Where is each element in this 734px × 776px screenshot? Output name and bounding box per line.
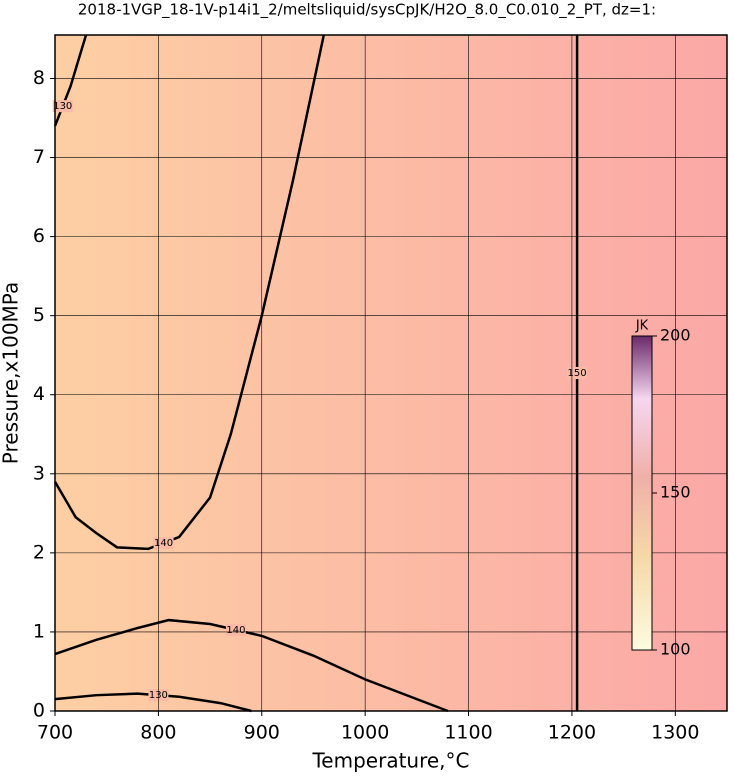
x-tick-label: 1100	[444, 722, 492, 744]
x-tick-label: 1300	[651, 722, 699, 744]
y-tick-label: 4	[33, 383, 45, 405]
y-tick-label: 7	[33, 146, 45, 168]
y-axis-title: Pressure,x100MPa	[0, 282, 23, 464]
x-tick-label: 900	[244, 722, 280, 744]
x-tick-label: 700	[37, 722, 73, 744]
colorbar	[631, 335, 653, 651]
y-tick-label: 5	[33, 304, 45, 326]
y-tick-label: 3	[33, 462, 45, 484]
x-tick-label: 1000	[341, 722, 389, 744]
contour-label: 150	[568, 368, 587, 379]
contour-line	[53, 34, 326, 551]
colorbar-tick-label: 200	[660, 326, 691, 345]
colorbar-tick-label: 100	[660, 640, 691, 659]
y-tick-label: 1	[33, 620, 45, 642]
contour-label: 140	[226, 625, 245, 636]
contour-label-bg	[52, 100, 73, 113]
contour-label: 130	[53, 101, 72, 112]
contour-label: 140	[154, 538, 173, 549]
x-tick-label: 800	[140, 722, 176, 744]
colorbar-label: JK	[635, 319, 649, 334]
plot-background	[55, 35, 727, 711]
y-tick-label: 0	[33, 700, 45, 722]
x-tick-label: 1200	[548, 722, 596, 744]
contour-line	[53, 34, 88, 127]
contour-label-bg	[225, 623, 246, 636]
colorbar-tick-label: 150	[660, 483, 691, 502]
chart-title: 2018-1VGP_18-1V-p14i1_2/meltsliquid/sysC…	[78, 1, 656, 20]
y-tick-label: 6	[33, 225, 45, 247]
plot-frame	[54, 34, 728, 712]
y-tick-label: 8	[33, 67, 45, 89]
y-tick-label: 2	[33, 541, 45, 563]
x-axis-title: Temperature,°C	[311, 749, 469, 773]
